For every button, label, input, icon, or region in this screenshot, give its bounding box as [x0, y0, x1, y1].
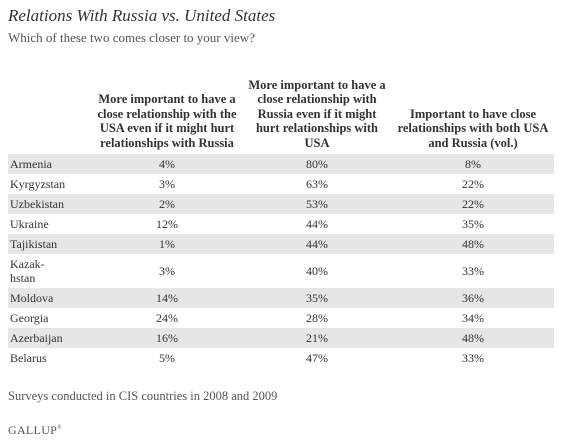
value-cell: 22%	[392, 194, 554, 214]
table-row: Azerbaijan 16% 21% 48%	[8, 328, 554, 348]
country-label: Kazak-hstan	[10, 257, 45, 285]
country-label: Ukraine	[10, 217, 49, 231]
value-cell: 33%	[462, 351, 484, 365]
value-cell: 33%	[462, 264, 484, 278]
table-row: Kyrgyzstan 3% 63% 22%	[8, 174, 554, 194]
country-label: Armenia	[10, 157, 52, 171]
column-header-usa: More important to have a close relations…	[97, 92, 237, 150]
country-cell: Azerbaijan	[8, 328, 92, 348]
value-cell: 44%	[306, 217, 328, 231]
gallup-logo: GALLUP®	[8, 423, 62, 437]
value-cell: 8%	[392, 154, 554, 174]
value-cell: 5%	[159, 351, 175, 365]
table-row: Armenia 4% 80% 8%	[8, 154, 554, 174]
value-cell: 48%	[392, 234, 554, 254]
value-cell: 3%	[159, 177, 175, 191]
footnote: Surveys conducted in CIS countries in 20…	[8, 389, 278, 403]
value-cell: 1%	[92, 234, 242, 254]
country-label: Kyrgyzstan	[10, 177, 66, 191]
column-header-russia: More important to have a close relations…	[248, 77, 386, 150]
value-cell: 22%	[462, 177, 484, 191]
header-row: More important to have a close relations…	[8, 58, 554, 154]
value-cell: 16%	[92, 328, 242, 348]
chart-title: Relations With Russia vs. United States	[8, 6, 276, 25]
table-row: Ukraine 12% 44% 35%	[8, 214, 554, 234]
table-row: Tajikistan 1% 44% 48%	[8, 234, 554, 254]
value-cell: 4%	[92, 154, 242, 174]
country-cell: Ukraine	[8, 214, 92, 234]
country-cell: Tajikistan	[8, 234, 92, 254]
table-row: Moldova 14% 35% 36%	[8, 288, 554, 308]
country-cell: Georgia	[8, 308, 92, 328]
value-cell: 28%	[306, 311, 328, 325]
country-label: Tajikistan	[10, 237, 58, 251]
value-cell: 44%	[242, 234, 392, 254]
value-cell: 14%	[92, 288, 242, 308]
value-cell: 35%	[242, 288, 392, 308]
chart-subtitle: Which of these two comes closer to your …	[8, 30, 255, 45]
country-label: Moldova	[10, 291, 54, 305]
table-row: Uzbekistan 2% 53% 22%	[8, 194, 554, 214]
value-cell: 40%	[306, 264, 328, 278]
table-row: Kazak-hstan 3% 40% 33%	[8, 254, 554, 288]
country-cell: Kyrgyzstan	[8, 174, 92, 194]
value-cell: 3%	[159, 264, 175, 278]
column-header-both: Important to have close relationships wi…	[397, 106, 549, 150]
value-cell: 63%	[306, 177, 328, 191]
table-row: Georgia 24% 28% 34%	[8, 308, 554, 328]
value-cell: 48%	[392, 328, 554, 348]
value-cell: 53%	[242, 194, 392, 214]
table-body: Armenia 4% 80% 8% Kyrgyzstan 3% 63% 22% Uzbekist…	[8, 154, 554, 368]
country-label: Uzbekistan	[10, 197, 64, 211]
country-cell: Kazak-hstan	[8, 254, 92, 288]
value-cell: 21%	[242, 328, 392, 348]
country-label: Azerbaijan	[10, 331, 63, 345]
country-cell: Uzbekistan	[8, 194, 92, 214]
country-cell: Moldova	[8, 288, 92, 308]
value-cell: 24%	[156, 311, 178, 325]
logo-text: GALLUP	[8, 423, 58, 437]
country-cell: Belarus	[8, 348, 92, 368]
value-cell: 2%	[92, 194, 242, 214]
column-header-country	[8, 58, 92, 154]
value-cell: 35%	[462, 217, 484, 231]
value-cell: 36%	[392, 288, 554, 308]
value-cell: 47%	[306, 351, 328, 365]
value-cell: 80%	[242, 154, 392, 174]
table-row: Belarus 5% 47% 33%	[8, 348, 554, 368]
value-cell: 34%	[462, 311, 484, 325]
country-label: Georgia	[10, 311, 49, 325]
data-table: More important to have a close relations…	[8, 58, 554, 368]
country-label: Belarus	[10, 351, 47, 365]
value-cell: 12%	[156, 217, 178, 231]
country-cell: Armenia	[8, 154, 92, 174]
